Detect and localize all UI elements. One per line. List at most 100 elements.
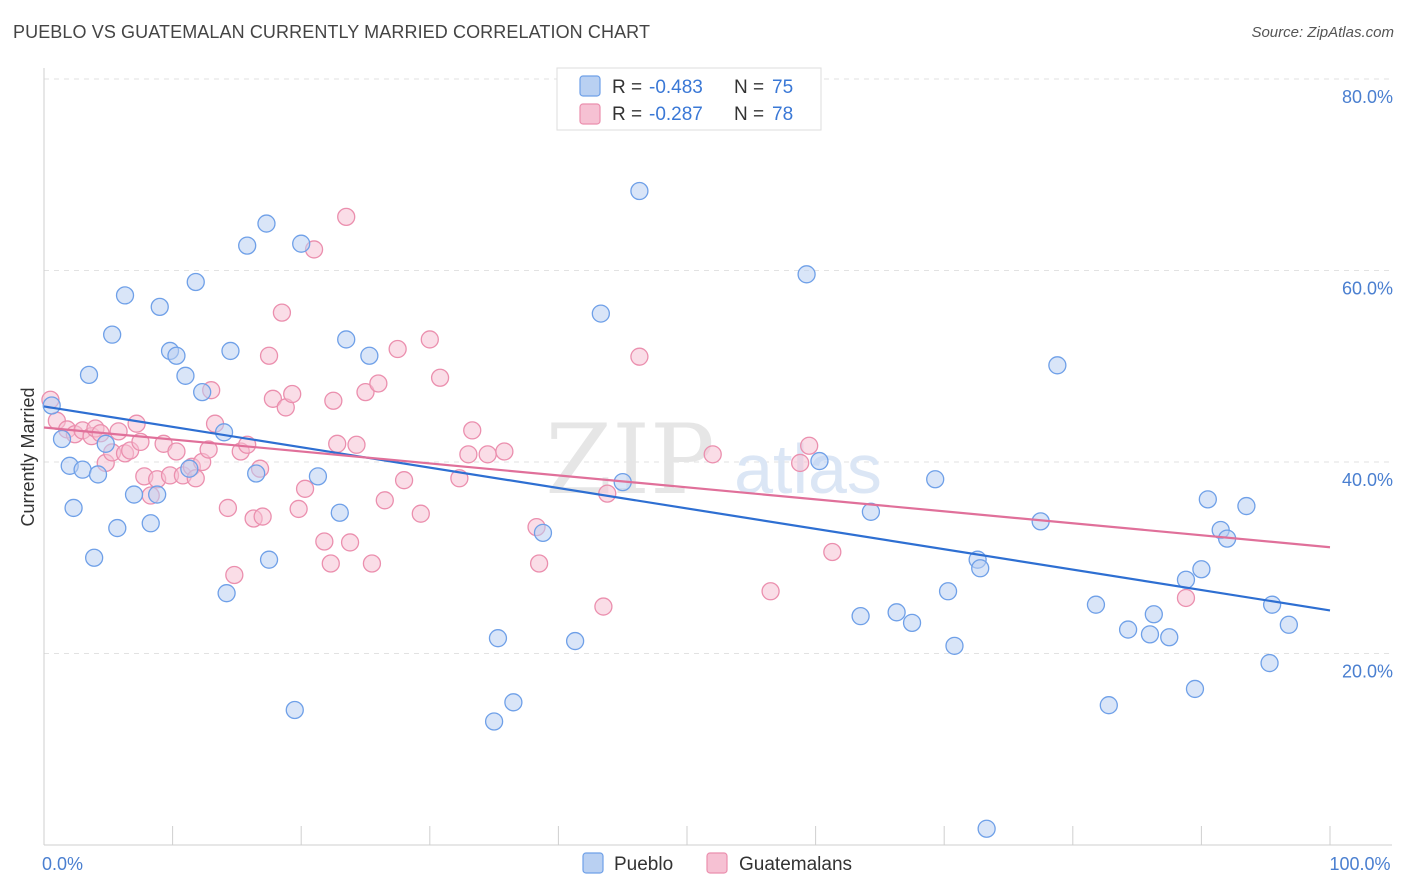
legend-bottom-label-pueblo: Pueblo (614, 854, 673, 875)
point-pueblo-53 (971, 559, 990, 578)
point-pueblo-54 (977, 819, 996, 838)
point-guatemalans-46 (328, 434, 347, 453)
y-axis-title: Currently Married (18, 387, 38, 526)
y-tick-label-2: 60.0% (1342, 279, 1393, 299)
point-guatemalans-68 (630, 347, 649, 366)
point-guatemalans-72 (800, 436, 819, 455)
legend-n-value-pueblo: 75 (772, 77, 793, 98)
point-pueblo-38 (533, 523, 553, 543)
point-pueblo-71 (1262, 595, 1282, 614)
point-guatemalans-71 (791, 453, 810, 473)
point-guatemalans-48 (340, 533, 360, 552)
point-pueblo-3 (64, 498, 83, 518)
point-pueblo-49 (926, 470, 945, 489)
point-pueblo-43 (797, 265, 816, 284)
point-pueblo-17 (167, 346, 186, 365)
point-pueblo-56 (1048, 356, 1067, 375)
point-pueblo-59 (1118, 620, 1138, 639)
legend-bottom-swatch-pueblo (582, 852, 604, 874)
point-guatemalans-13 (127, 414, 146, 433)
point-guatemalans-66 (594, 597, 613, 616)
point-pueblo-27 (257, 214, 276, 233)
point-guatemalans-53 (375, 491, 394, 510)
point-guatemalans-69 (703, 445, 722, 464)
x-tick-label-0: 0.0% (42, 854, 83, 874)
point-pueblo-42 (630, 181, 649, 201)
point-pueblo-35 (484, 712, 504, 731)
point-guatemalans-20 (167, 442, 186, 461)
point-pueblo-30 (292, 234, 311, 253)
point-pueblo-50 (938, 582, 958, 601)
watermark-zip: ZIP (545, 404, 714, 516)
point-pueblo-4 (73, 460, 92, 479)
point-guatemalans-47 (337, 207, 356, 227)
point-pueblo-21 (193, 382, 212, 402)
point-pueblo-29 (285, 700, 304, 720)
point-pueblo-23 (217, 584, 236, 603)
y-tick-label-3: 80.0% (1342, 87, 1393, 107)
point-pueblo-44 (810, 451, 829, 471)
point-guatemalans-37 (272, 303, 292, 322)
data-points (41, 181, 1298, 838)
point-pueblo-33 (337, 330, 356, 349)
trend-line-pueblo (43, 405, 1331, 612)
point-guatemalans-49 (347, 435, 366, 454)
legend-r-value-pueblo: -0.483 (649, 77, 703, 98)
point-guatemalans-41 (295, 479, 315, 498)
point-guatemalans-50 (356, 382, 375, 402)
trend-lines (43, 405, 1331, 612)
point-guatemalans-74 (1176, 588, 1196, 608)
point-pueblo-57 (1086, 595, 1106, 614)
point-guatemalans-45 (324, 391, 343, 410)
legend-r-label-guatemalans: R = (612, 104, 642, 125)
legend-n-value-guatemalans: 78 (772, 104, 793, 125)
trend-line-guatemalans (43, 426, 1331, 549)
point-pueblo-13 (141, 514, 160, 533)
point-pueblo-28 (259, 550, 279, 569)
point-pueblo-69 (1237, 496, 1256, 516)
tick-labels: 0.0% 100.0% 20.0% 40.0% 60.0% 80.0% (42, 87, 1393, 874)
point-pueblo-31 (308, 467, 328, 486)
point-guatemalans-29 (225, 565, 244, 585)
point-guatemalans-58 (430, 368, 450, 387)
point-guatemalans-39 (283, 384, 302, 404)
point-pueblo-70 (1260, 653, 1279, 673)
point-guatemalans-52 (369, 374, 388, 393)
point-guatemalans-44 (321, 554, 340, 573)
point-guatemalans-67 (598, 484, 617, 503)
point-pueblo-47 (887, 603, 906, 622)
legend-bottom-label-guatemalans: Guatemalans (739, 854, 852, 875)
chart-source: Source: ZipAtlas.com (1251, 24, 1394, 41)
point-pueblo-61 (1144, 605, 1163, 624)
point-guatemalans-73 (823, 542, 842, 562)
point-pueblo-14 (148, 485, 167, 504)
correlation-legend: R = -0.483 N = 75 R = -0.287 N = 78 (556, 67, 822, 131)
point-guatemalans-56 (411, 504, 430, 523)
point-pueblo-60 (1140, 625, 1160, 644)
point-guatemalans-43 (315, 532, 334, 551)
axes (43, 68, 1392, 846)
point-pueblo-45 (861, 502, 881, 521)
point-pueblo-8 (96, 434, 115, 453)
point-pueblo-34 (360, 346, 379, 365)
point-pueblo-18 (176, 366, 195, 385)
point-guatemalans-25 (199, 440, 218, 459)
point-pueblo-0 (42, 396, 61, 415)
point-pueblo-39 (565, 631, 585, 651)
point-guatemalans-40 (289, 499, 308, 519)
point-guatemalans-57 (420, 330, 439, 349)
point-pueblo-20 (186, 272, 205, 292)
point-pueblo-40 (591, 304, 610, 323)
point-guatemalans-28 (218, 498, 238, 518)
legend-swatch-pueblo (579, 75, 601, 97)
point-pueblo-26 (247, 464, 266, 483)
point-guatemalans-60 (459, 445, 478, 464)
point-pueblo-22 (214, 423, 234, 442)
point-pueblo-46 (851, 607, 870, 626)
point-guatemalans-61 (463, 421, 482, 440)
y-tick-label-0: 20.0% (1342, 662, 1393, 682)
legend-bottom-swatch-guatemalans (706, 852, 728, 874)
point-pueblo-62 (1160, 628, 1179, 647)
point-guatemalans-55 (394, 471, 414, 490)
point-pueblo-64 (1185, 679, 1205, 699)
